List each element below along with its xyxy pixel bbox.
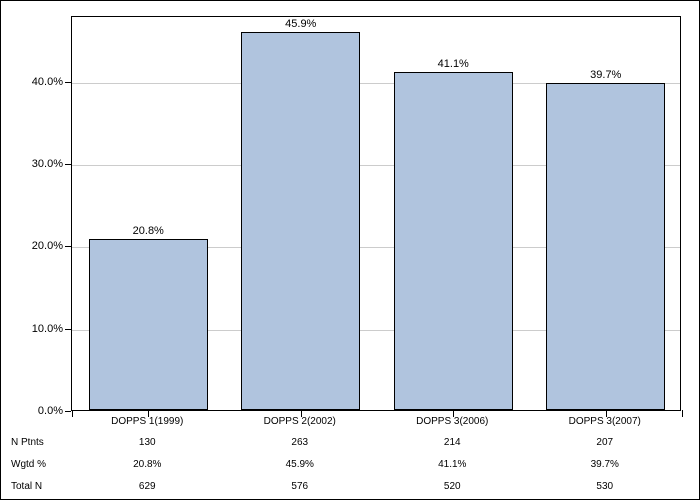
bar-value-label: 39.7% [590, 69, 621, 81]
chart-container: 20.8% 45.9% 41.1% 39.7% 0.0% 10.0% 20.0% 30.0%… [0, 0, 700, 500]
bar [241, 32, 360, 410]
table-row-label: N Ptnts [11, 437, 44, 448]
table-row-label: Wgtd % [11, 459, 46, 470]
bar-value-label: 20.8% [133, 225, 164, 237]
bar-value-label: 41.1% [438, 58, 469, 70]
y-axis-label: 0.0% [38, 405, 63, 417]
y-axis-label: 10.0% [32, 323, 63, 335]
table-row-label: Total N [11, 481, 42, 492]
table-cell: 41.1% [438, 459, 466, 470]
y-tick [65, 246, 71, 247]
table-cell: 20.8% [133, 459, 161, 470]
x-category-label: DOPPS 3(2006) [416, 416, 488, 427]
table-cell: 39.7% [591, 459, 619, 470]
y-tick [65, 164, 71, 165]
y-axis-label: 20.0% [32, 240, 63, 252]
table-cell: 45.9% [286, 459, 314, 470]
table-cell: 629 [139, 481, 156, 492]
table-cell: 530 [596, 481, 613, 492]
x-category-label: DOPPS 1(1999) [111, 416, 183, 427]
x-tick [682, 410, 683, 417]
y-tick [65, 411, 71, 412]
y-axis-label: 40.0% [32, 76, 63, 88]
bar [394, 72, 513, 410]
table-cell: 130 [139, 437, 156, 448]
y-axis-label: 30.0% [32, 158, 63, 170]
bar-value-label: 45.9% [285, 18, 316, 30]
bar [546, 83, 665, 410]
table-cell: 214 [444, 437, 461, 448]
x-category-label: DOPPS 3(2007) [569, 416, 641, 427]
x-tick [72, 410, 73, 417]
table-cell: 576 [291, 481, 308, 492]
bar [89, 239, 208, 410]
table-cell: 520 [444, 481, 461, 492]
x-category-label: DOPPS 2(2002) [264, 416, 336, 427]
plot-area: 20.8% 45.9% 41.1% 39.7% [71, 16, 681, 411]
y-tick [65, 329, 71, 330]
table-cell: 263 [291, 437, 308, 448]
y-tick [65, 82, 71, 83]
table-cell: 207 [596, 437, 613, 448]
